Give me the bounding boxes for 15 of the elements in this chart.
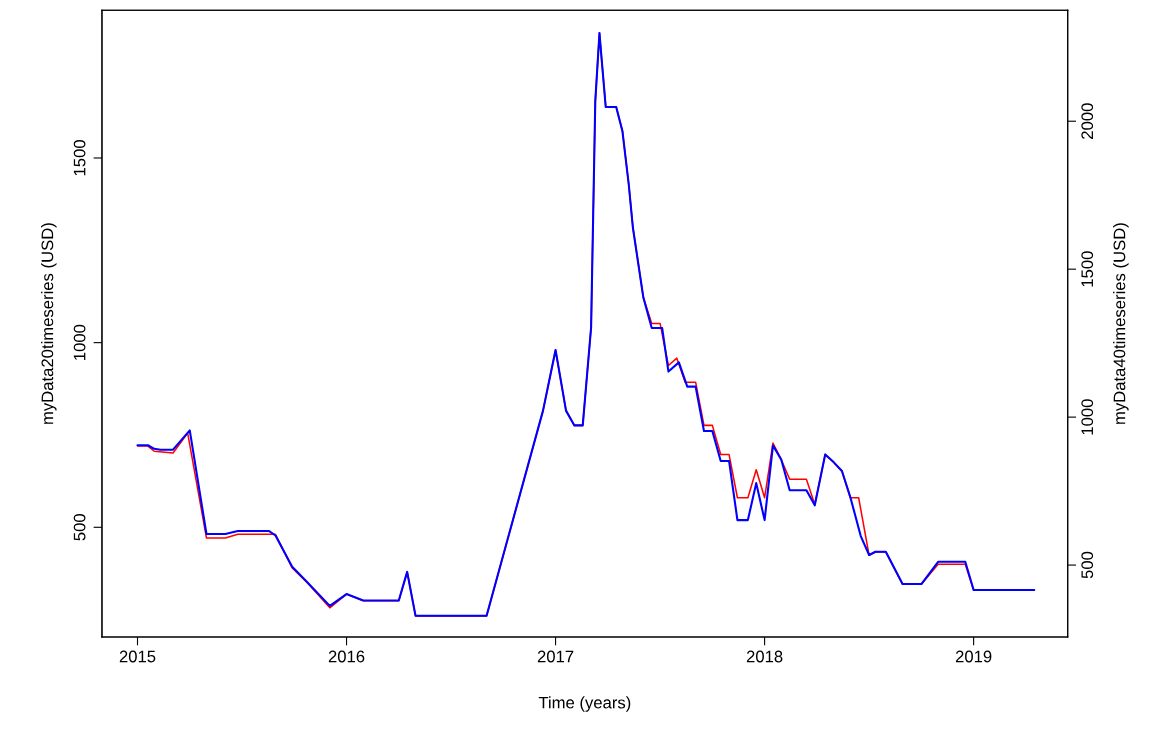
x-tick-label: 2015 xyxy=(119,650,156,663)
x-tick-label: 2016 xyxy=(328,650,365,663)
x-tick-label: 2019 xyxy=(955,650,992,663)
y2-tick-label: 1500 xyxy=(1081,251,1094,287)
y-tick-label: 500 xyxy=(73,514,86,541)
y2-tick-label: 500 xyxy=(1081,551,1094,579)
y-tick-label: 1500 xyxy=(73,140,86,176)
y-axis-title: myData20timeseries (USD) xyxy=(41,223,57,424)
y2-tick-label: 2000 xyxy=(1081,103,1094,139)
x-tick-label: 2017 xyxy=(537,650,574,663)
y-tick-label: 1000 xyxy=(73,324,86,360)
x-tick-label: 2018 xyxy=(746,650,783,663)
y2-tick-label: 1000 xyxy=(1081,399,1094,435)
x-axis-title: Time (years) xyxy=(538,696,631,712)
y2-axis-title: myData40timeseries (USD) xyxy=(1113,223,1129,424)
